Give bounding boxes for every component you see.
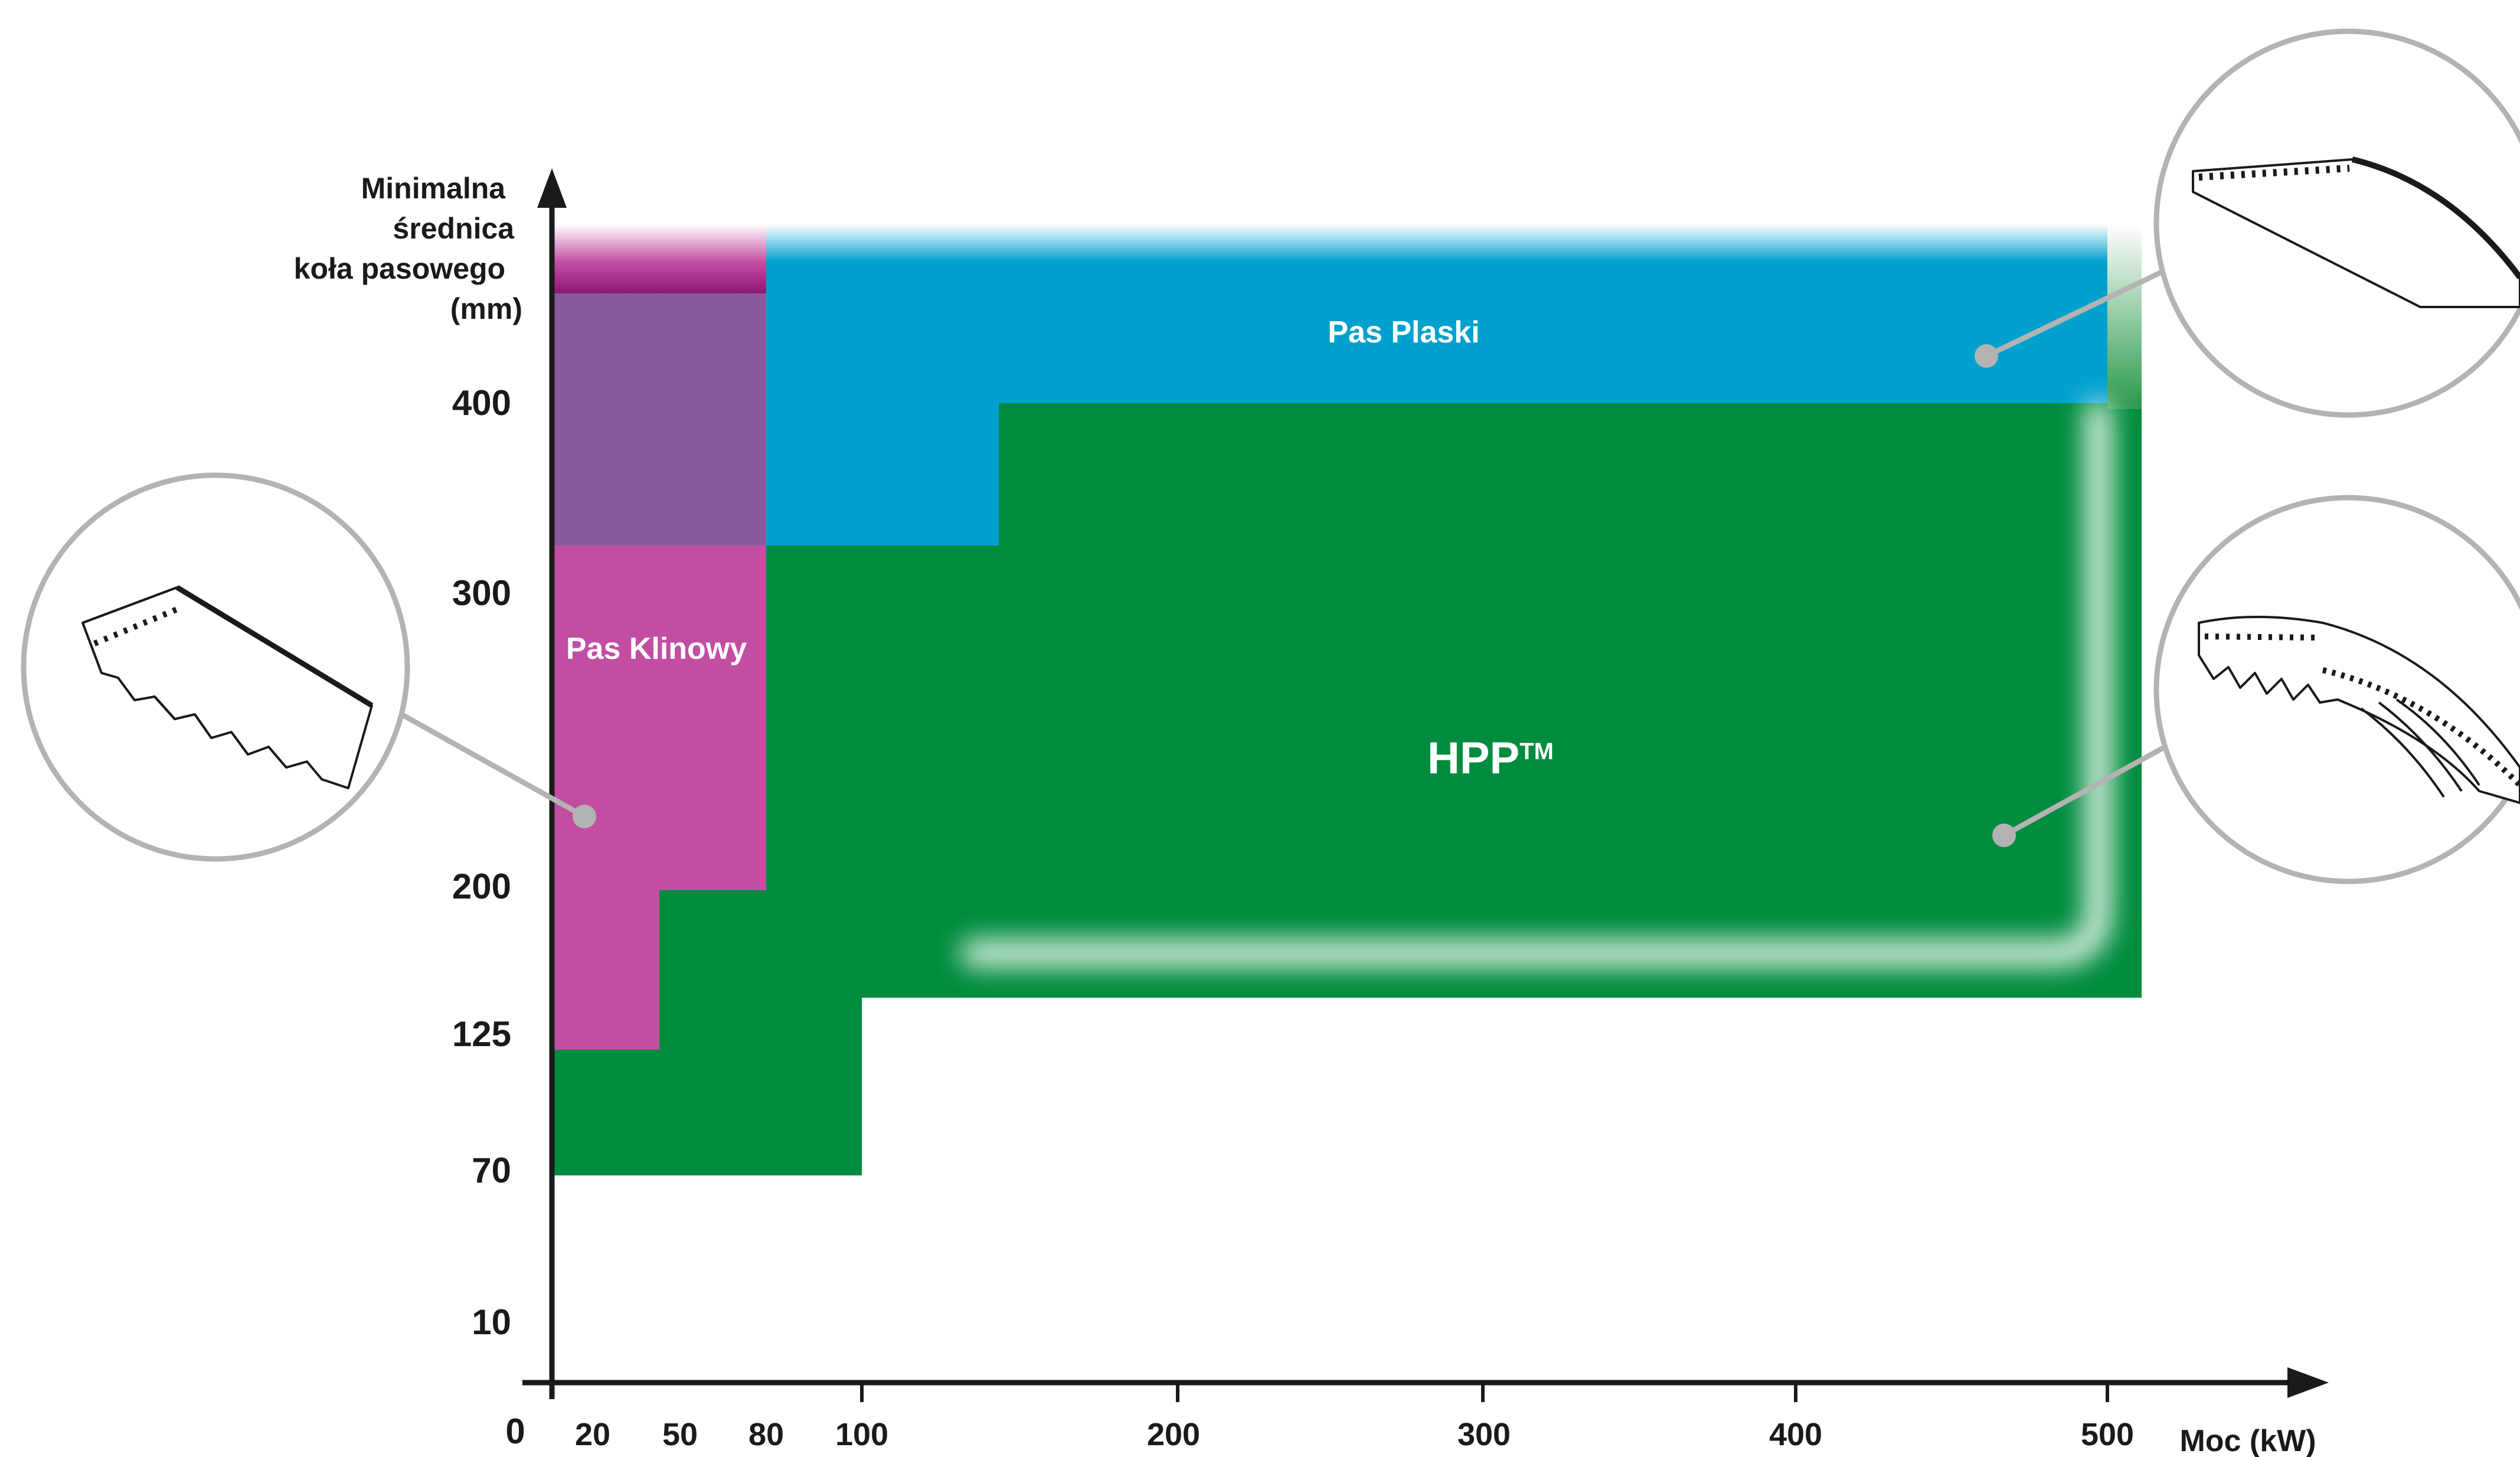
pas-plaski-region [766, 261, 2107, 545]
hpp-leader-dot [1992, 824, 2016, 847]
y-axis-arrow-icon [537, 168, 567, 208]
x-tick-label: 20 [575, 1417, 610, 1452]
y-axis-title: Minimalna średnica koła pasowego (mm) [294, 172, 522, 325]
hpp-right-strip [2107, 403, 2142, 409]
x-tick-label: 400 [1769, 1417, 1822, 1452]
hpp-label: HPPTM [1427, 733, 1554, 783]
plaski-leader-dot [1975, 344, 1998, 368]
x-tick-label: 100 [835, 1417, 888, 1452]
y-tick-label: 300 [452, 573, 511, 613]
hpp-label-text: HPP [1427, 733, 1519, 783]
y-tick-label: 400 [452, 383, 511, 423]
hpp-trademark: TM [1519, 739, 1554, 765]
plaski-leader-line [1985, 267, 2166, 359]
x-tick-label: 50 [662, 1417, 698, 1452]
klinowy-leader-line [400, 712, 586, 819]
y-axis-title-line-4: (mm) [450, 292, 522, 325]
hpp-highlight-glow [960, 400, 2112, 967]
hpp-region [552, 403, 2142, 1175]
x-tick-label: 80 [749, 1417, 784, 1452]
x-tick-label: 300 [1457, 1417, 1511, 1452]
x-tick-label: 200 [1147, 1417, 1200, 1452]
pas-klinowy-label: Pas Klinowy [566, 632, 747, 666]
x-axis-arrow-icon [2287, 1367, 2329, 1398]
klinowy-leader-dot [573, 805, 596, 828]
multi-rib-belt-cross-section-icon [2153, 495, 2520, 884]
y-axis-title-line-1: Minimalna [361, 172, 506, 205]
x-tick-labels: 20 50 80 100 200 300 400 500 [575, 1417, 2134, 1452]
hpp-right-top-strip [2107, 224, 2142, 403]
y-tick-label: 200 [452, 867, 511, 906]
pas-plaski-label: Pas Plaski [1328, 315, 1479, 349]
y-tick-label: 70 [472, 1151, 511, 1190]
hpp-leader-line [2002, 744, 2167, 838]
y-tick-labels: 400 300 200 125 70 10 [452, 383, 511, 1342]
y-axis-title-line-2: średnica [393, 212, 515, 245]
regions [552, 224, 2142, 1175]
x-axis-title: Moc (kW) [2179, 1424, 2316, 1457]
callout-leaders [400, 267, 2167, 838]
x-tick-label: 500 [2081, 1417, 2134, 1452]
pas-klinowy-top-fade [552, 224, 766, 293]
v-belt-cross-section-icon [21, 472, 410, 862]
y-axis-title-line-3: koła pasowego [294, 252, 505, 285]
pas-plaski-top-fade [766, 224, 2107, 262]
pas-klinowy-upper-region [552, 293, 766, 545]
y-tick-label: 10 [472, 1302, 511, 1342]
flat-belt-cross-section-icon [2153, 28, 2520, 418]
y-tick-label: 125 [452, 1014, 511, 1054]
origin-label: 0 [505, 1412, 525, 1451]
pas-klinowy-region [552, 545, 766, 1050]
x-ticks [860, 1383, 2109, 1402]
